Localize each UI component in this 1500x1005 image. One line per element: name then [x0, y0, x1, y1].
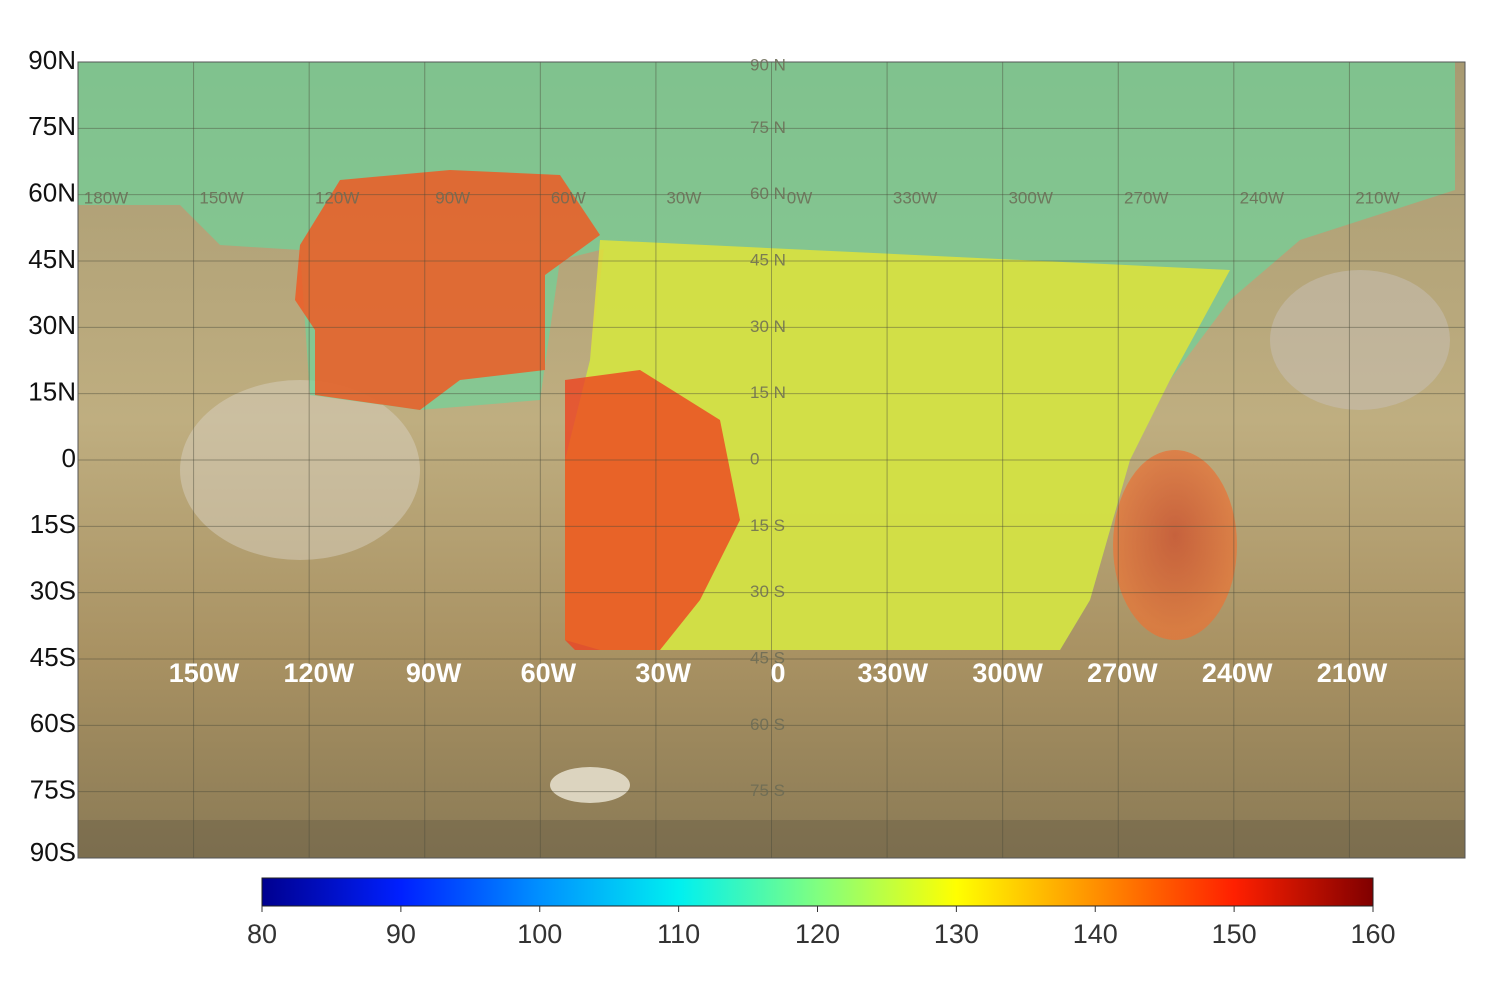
latitude-label: 90S	[30, 837, 76, 867]
latitude-label: 45N	[28, 244, 76, 274]
colorbar-tick-label: 150	[1212, 919, 1257, 949]
terrain-feature	[180, 380, 420, 560]
map	[77, 61, 1466, 859]
grid-latitude-label: 60 N	[750, 184, 786, 203]
longitude-label: 0	[770, 658, 785, 688]
grid	[78, 62, 1465, 858]
grid-longitude-label: 180W	[84, 188, 128, 207]
grid-longitude-label: 30W	[666, 188, 701, 207]
longitude-label: 120W	[284, 658, 355, 688]
grid-longitude-label: 330W	[893, 188, 937, 207]
longitude-label: 270W	[1087, 658, 1158, 688]
longitude-label: 240W	[1202, 658, 1273, 688]
latitude-label: 30N	[28, 310, 76, 340]
longitude-label: 90W	[406, 658, 462, 688]
grid-latitude-label: 45 N	[750, 250, 786, 269]
latitude-label: 45S	[30, 642, 76, 672]
terrain-feature	[78, 820, 1465, 858]
terrain-feature	[550, 767, 630, 803]
grid-longitude-label: 270W	[1124, 188, 1168, 207]
latitude-label: 15S	[30, 509, 76, 539]
grid-latitude-label: 30 N	[750, 317, 786, 336]
colorbar-tick-label: 160	[1350, 919, 1395, 949]
colorbar-tick-label: 120	[795, 919, 840, 949]
colorbar	[261, 877, 1374, 907]
overlay-hot	[565, 370, 740, 650]
overlay-hot-spot	[1113, 450, 1237, 640]
labels: 90N 75N 60N 45N 30N 15N 0 15S 30S 45S 60S 75S 90S 90 …	[28, 45, 1399, 867]
longitude-label: 300W	[972, 658, 1043, 688]
latitude-label: 0	[62, 443, 76, 473]
grid-latitude-label: 75 N	[750, 118, 786, 137]
grid-latitude-label: 15 S	[750, 516, 785, 535]
grid-longitude-label: 0W	[787, 188, 813, 207]
latitude-label: 60N	[28, 178, 76, 208]
colorbar-tick-label: 80	[247, 919, 277, 949]
longitude-label: 60W	[521, 658, 577, 688]
grid-latitude-label: 45 S	[750, 648, 785, 667]
grid-longitude-label: 120W	[315, 188, 359, 207]
terrain-feature	[1270, 270, 1450, 410]
grid-latitude-label: 0	[750, 449, 759, 468]
grid-longitude-label: 240W	[1240, 188, 1284, 207]
map-frame	[77, 61, 1466, 859]
grid-longitude-label: 150W	[199, 188, 243, 207]
colorbar-tick-label: 130	[934, 919, 979, 949]
longitude-label: 150W	[169, 658, 240, 688]
latitude-label: 15N	[28, 377, 76, 407]
longitude-label: 30W	[635, 658, 691, 688]
grid-longitude-label: 90W	[435, 188, 470, 207]
grid-longitude-label: 300W	[1008, 188, 1052, 207]
longitude-label: 210W	[1317, 658, 1388, 688]
latitude-label: 75S	[30, 775, 76, 805]
grid-latitude-label: 75 S	[750, 781, 785, 800]
latitude-label: 90N	[28, 45, 76, 75]
grid-longitude-label: 210W	[1355, 188, 1399, 207]
colorbar-tick-label: 100	[517, 919, 562, 949]
grid-latitude-label: 15 N	[750, 383, 786, 402]
latitude-label: 75N	[28, 111, 76, 141]
grid-latitude-label: 90 N	[750, 55, 786, 74]
grid-latitude-label: 30 S	[750, 582, 785, 601]
colorbar-tick-label: 90	[386, 919, 416, 949]
latitude-label: 60S	[30, 708, 76, 738]
colorbar-tick-label: 140	[1073, 919, 1118, 949]
longitude-label: 330W	[858, 658, 929, 688]
colorbar-tick-label: 110	[657, 919, 700, 949]
latitude-label: 30S	[30, 576, 76, 606]
overlay-warm	[565, 240, 1230, 650]
grid-longitude-label: 60W	[551, 188, 586, 207]
overlay-hot	[295, 170, 600, 410]
grid-latitude-label: 60 S	[750, 715, 785, 734]
